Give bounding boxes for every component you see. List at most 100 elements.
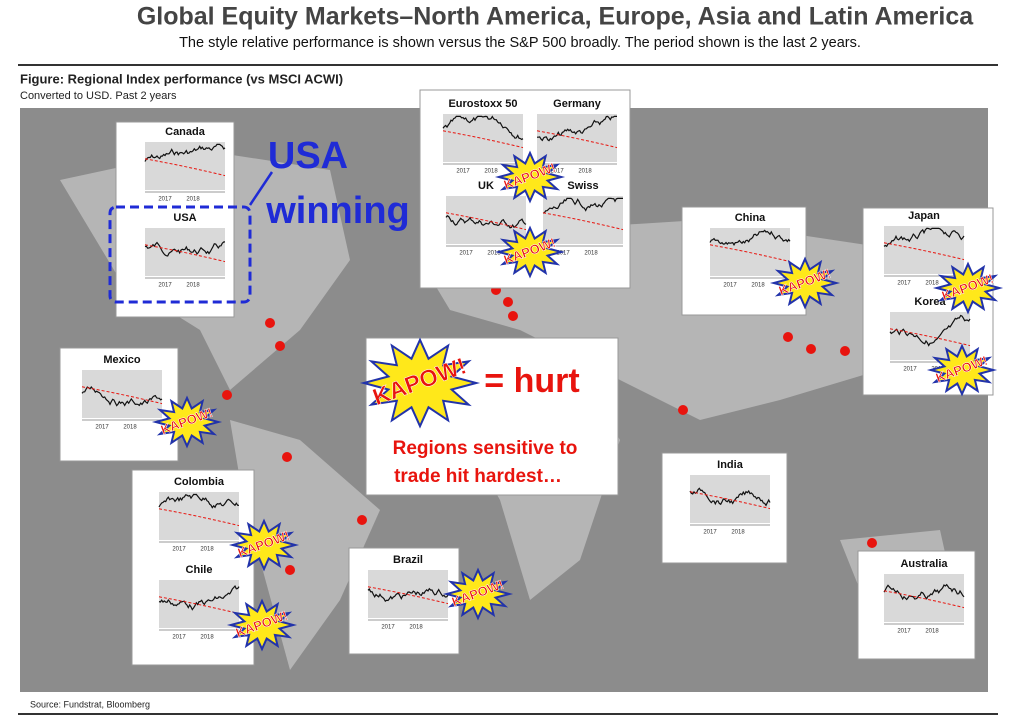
trend-line <box>542 212 624 231</box>
trend-line <box>883 242 965 261</box>
burst <box>932 261 1004 315</box>
burst <box>151 395 223 449</box>
panel-label: UK <box>478 180 494 192</box>
index-line <box>442 115 524 141</box>
legend-note: Regions sensitive to <box>393 438 578 459</box>
index-line <box>537 115 617 142</box>
index-line <box>367 587 449 603</box>
title: Global Equity Markets–North America, Eur… <box>137 3 974 31</box>
panel-label: Canada <box>165 126 206 138</box>
tick-label: 2017 <box>459 251 473 257</box>
panel-label: Korea <box>914 296 946 308</box>
tick-label: 2018 <box>487 251 501 257</box>
tick-label: 2017 <box>95 425 109 431</box>
trend-line <box>883 590 965 609</box>
tick-label: 2017 <box>723 283 737 289</box>
trend-line <box>144 158 226 177</box>
burst <box>226 598 298 652</box>
index-line <box>883 227 965 248</box>
index-line <box>883 583 965 601</box>
legend-equals: = hurt <box>484 362 579 400</box>
index-line <box>689 487 771 507</box>
tick-label: 2018 <box>925 281 939 287</box>
callout-arrow <box>248 171 274 206</box>
trend-line <box>81 386 163 405</box>
tick-label: 2018 <box>409 625 423 631</box>
tick-label: 2018 <box>584 251 598 257</box>
index-line <box>542 197 623 214</box>
tick-label: 2018 <box>123 425 137 431</box>
callout: winning <box>265 190 410 232</box>
burst <box>494 225 566 279</box>
index-line <box>445 215 527 229</box>
plot-area <box>446 196 526 244</box>
trend-line <box>158 508 240 527</box>
tick-label: 2018 <box>484 169 498 175</box>
burst <box>494 150 566 204</box>
index-line <box>709 229 791 246</box>
panel-label: China <box>735 212 766 224</box>
panel-label: Eurostoxx 50 <box>448 98 517 110</box>
tick-label: 2018 <box>925 629 939 635</box>
tick-label: 2017 <box>550 169 564 175</box>
trend-line <box>442 130 524 149</box>
index-line <box>81 386 163 407</box>
burst <box>442 567 514 621</box>
panel-label: Germany <box>553 98 602 110</box>
trend-line <box>536 130 618 149</box>
panel-label: Chile <box>186 564 213 576</box>
trend-line <box>367 586 449 605</box>
tick-label: 2018 <box>731 530 745 536</box>
burst <box>359 337 481 429</box>
tick-label: 2018 <box>751 283 765 289</box>
index-line <box>144 143 226 162</box>
panel-label: Brazil <box>393 554 423 566</box>
tick-label: 2018 <box>186 283 200 289</box>
panel-label: Australia <box>900 558 948 570</box>
plot-area <box>890 312 970 360</box>
index-line <box>889 314 971 347</box>
burst <box>228 518 300 572</box>
index-line <box>158 585 240 611</box>
trend-line <box>144 244 226 263</box>
burst <box>769 256 841 310</box>
tick-label: 2017 <box>381 625 395 631</box>
tick-label: 2017 <box>456 169 470 175</box>
plot-area <box>145 228 225 276</box>
burst <box>926 343 998 397</box>
figure-title: Figure: Regional Index performance (vs M… <box>20 71 343 86</box>
plot-area <box>443 114 523 162</box>
tick-label: 2017 <box>172 547 186 553</box>
tick-label: 2018 <box>578 169 592 175</box>
plot-area <box>159 492 239 540</box>
tick-label: 2017 <box>703 530 717 536</box>
panel-label: Japan <box>908 210 940 222</box>
plot-area <box>537 114 617 162</box>
trend-line <box>709 244 791 263</box>
trend-line <box>158 596 240 615</box>
tick-label: 2017 <box>158 283 172 289</box>
plot-area <box>710 228 790 276</box>
tick-label: 2017 <box>158 197 172 203</box>
plot-area <box>543 196 623 244</box>
panel-label: India <box>717 459 744 471</box>
dots <box>222 285 877 575</box>
panel-label: Mexico <box>103 354 141 366</box>
plot-area <box>690 475 770 523</box>
panel-label: Swiss <box>567 180 598 192</box>
panel-label: Colombia <box>174 476 225 488</box>
tick-label: 2017 <box>556 251 570 257</box>
tick-label: 2018 <box>200 547 214 553</box>
figure-subtitle: Converted to USD. Past 2 years <box>20 90 177 102</box>
tick-label: 2017 <box>903 367 917 373</box>
index-line <box>144 241 226 257</box>
source: Source: Fundstrat, Bloomberg <box>30 699 150 709</box>
plot-area <box>884 574 964 622</box>
tick-label: 2017 <box>897 629 911 635</box>
callout: USA <box>268 135 348 177</box>
tick-label: 2017 <box>897 281 911 287</box>
trend-line <box>689 491 771 510</box>
tick-label: 2018 <box>200 635 214 641</box>
subtitle: The style relative performance is shown … <box>179 35 861 51</box>
